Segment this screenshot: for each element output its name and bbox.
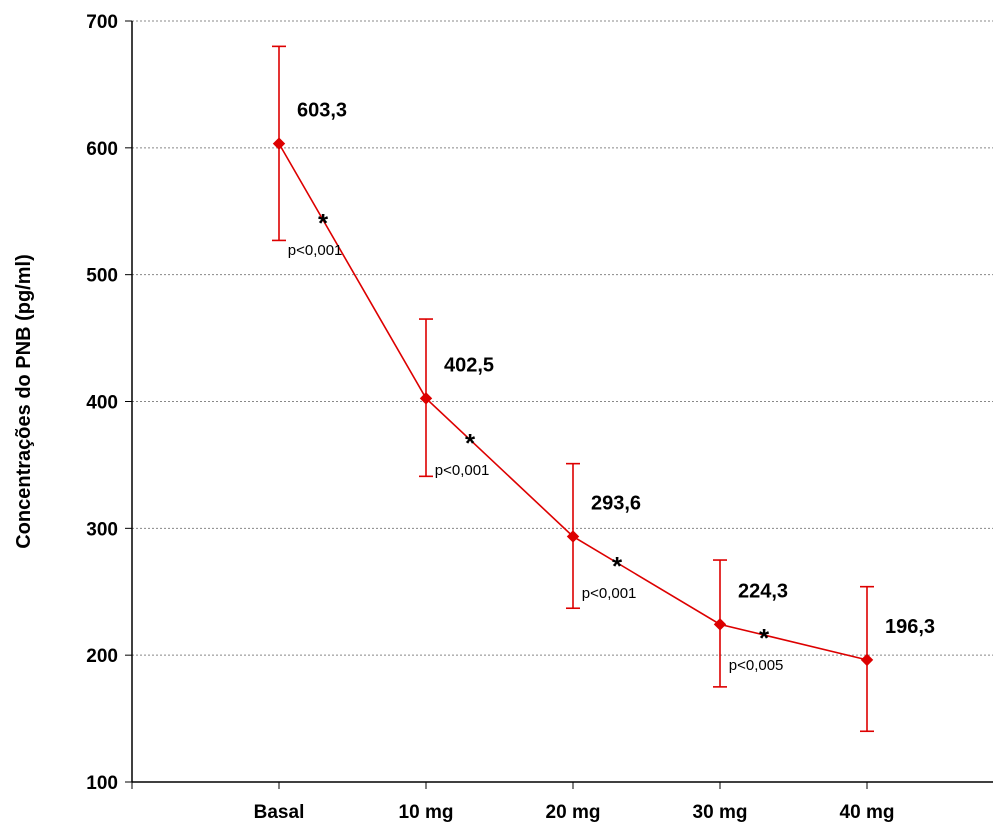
series-line (272, 137, 874, 667)
x-tick-labels: Basal 10 mg 20 mg 30 mg 40 mg (254, 802, 895, 823)
y-tick-label: 700 (86, 12, 118, 33)
y-tick-label: 200 (86, 646, 118, 667)
x-tick-label: 10 mg (399, 802, 454, 823)
significance-star: * (318, 208, 329, 238)
data-label: 196,3 (885, 616, 935, 638)
p-value-label: p<0,001 (288, 242, 343, 259)
gridlines (132, 20, 993, 656)
data-point (860, 653, 874, 667)
p-value-label: p<0,005 (729, 657, 784, 674)
data-labels: 603,3 402,5 293,6 224,3 196,3 (297, 100, 935, 638)
data-label: 224,3 (738, 580, 788, 602)
data-label: 603,3 (297, 100, 347, 122)
axes (125, 20, 993, 789)
significance-star: * (759, 623, 770, 653)
significance-star: * (465, 428, 476, 458)
y-tick-label: 300 (86, 519, 118, 540)
y-tick-labels: 100 200 300 400 500 600 700 (86, 12, 118, 794)
x-tick-label: 40 mg (840, 802, 895, 823)
data-point (419, 392, 433, 405)
y-tick-label: 400 (86, 393, 118, 414)
x-tick-label: 20 mg (546, 802, 601, 823)
x-tick-label: 30 mg (693, 802, 748, 823)
error-bars (272, 45, 874, 733)
p-value-label: p<0,001 (435, 462, 490, 479)
data-point (566, 530, 580, 543)
significance-star: * (612, 551, 623, 581)
y-axis-label: Concentrações do PNB (pg/ml) (13, 254, 35, 548)
p-value-label: p<0,001 (582, 585, 637, 602)
data-point (272, 137, 286, 150)
y-tick-label: 600 (86, 139, 118, 160)
significance-annotations: * p<0,001 * p<0,001 * p<0,001 * p<0,005 (288, 208, 784, 674)
data-label: 293,6 (591, 492, 641, 514)
y-tick-label: 500 (86, 266, 118, 287)
data-label: 402,5 (444, 354, 494, 376)
x-tick-label: Basal (254, 802, 305, 823)
y-tick-label: 100 (86, 773, 118, 794)
data-point (713, 618, 727, 631)
